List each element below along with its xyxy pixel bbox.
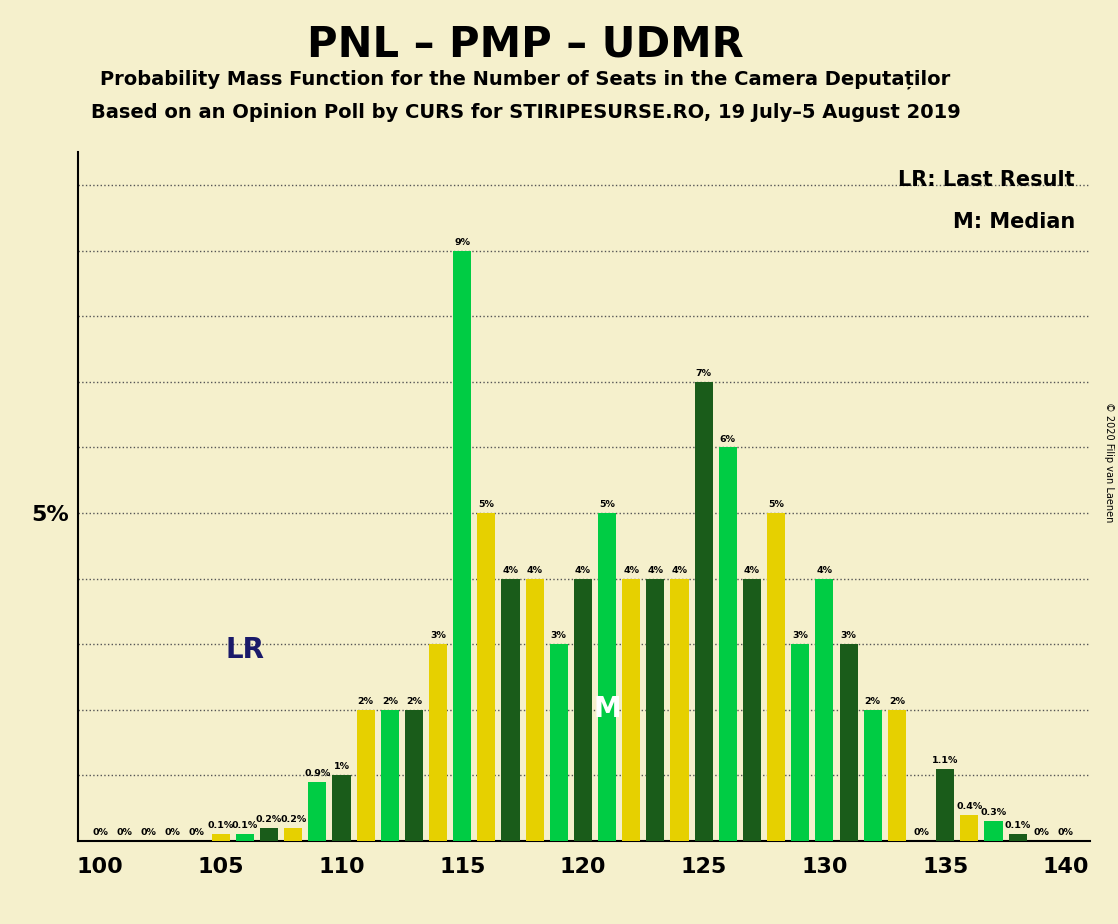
Text: 2%: 2%	[864, 697, 881, 706]
Text: PNL – PMP – UDMR: PNL – PMP – UDMR	[307, 23, 743, 65]
Text: 4%: 4%	[502, 565, 519, 575]
Bar	[792, 644, 809, 841]
Text: 3%: 3%	[551, 631, 567, 640]
Text: 1.1%: 1.1%	[932, 756, 958, 765]
Text: 0.2%: 0.2%	[256, 815, 282, 824]
Bar	[477, 513, 495, 841]
Text: LR: Last Result: LR: Last Result	[898, 170, 1074, 189]
Bar	[840, 644, 858, 841]
Text: 6%: 6%	[720, 434, 736, 444]
Bar	[743, 578, 761, 841]
Bar	[357, 710, 375, 841]
Text: 0.1%: 0.1%	[208, 821, 234, 831]
Bar	[719, 447, 737, 841]
Text: 2%: 2%	[381, 697, 398, 706]
Text: 4%: 4%	[575, 565, 591, 575]
Text: 0%: 0%	[92, 828, 108, 837]
Text: 2%: 2%	[406, 697, 421, 706]
Text: 0.4%: 0.4%	[956, 802, 983, 810]
Bar	[550, 644, 568, 841]
Text: 0%: 0%	[1034, 828, 1050, 837]
Bar	[236, 834, 254, 841]
Bar	[694, 382, 713, 841]
Bar	[429, 644, 447, 841]
Bar	[309, 782, 326, 841]
Text: 3%: 3%	[841, 631, 856, 640]
Text: 0.1%: 0.1%	[231, 821, 258, 831]
Bar	[646, 578, 664, 841]
Text: 0%: 0%	[141, 828, 157, 837]
Text: 0%: 0%	[116, 828, 132, 837]
Bar	[574, 578, 593, 841]
Text: 9%: 9%	[454, 237, 471, 247]
Bar	[525, 578, 543, 841]
Bar	[815, 578, 834, 841]
Text: LR: LR	[225, 636, 264, 663]
Text: 5%: 5%	[768, 500, 784, 509]
Bar	[864, 710, 882, 841]
Text: 0%: 0%	[189, 828, 205, 837]
Text: 4%: 4%	[672, 565, 688, 575]
Text: 0.3%: 0.3%	[980, 808, 1006, 817]
Bar	[623, 578, 641, 841]
Bar	[260, 828, 278, 841]
Text: 2%: 2%	[358, 697, 373, 706]
Text: 4%: 4%	[816, 565, 833, 575]
Bar	[284, 828, 302, 841]
Text: 1%: 1%	[333, 762, 350, 772]
Text: 0%: 0%	[913, 828, 929, 837]
Text: Based on an Opinion Poll by CURS for STIRIPESURSE.RO, 19 July–5 August 2019: Based on an Opinion Poll by CURS for STI…	[91, 103, 960, 123]
Text: 3%: 3%	[793, 631, 808, 640]
Bar	[453, 250, 472, 841]
Text: M: Median: M: Median	[953, 213, 1074, 232]
Bar	[888, 710, 906, 841]
Bar	[502, 578, 520, 841]
Text: 5%: 5%	[479, 500, 494, 509]
Text: 0.1%: 0.1%	[1004, 821, 1031, 831]
Bar	[1008, 834, 1026, 841]
Bar	[960, 815, 978, 841]
Bar	[598, 513, 616, 841]
Bar	[985, 821, 1003, 841]
Bar	[767, 513, 785, 841]
Text: 5%: 5%	[599, 500, 615, 509]
Text: 7%: 7%	[695, 369, 712, 378]
Text: 4%: 4%	[647, 565, 663, 575]
Text: 4%: 4%	[527, 565, 542, 575]
Bar	[671, 578, 689, 841]
Bar	[332, 775, 351, 841]
Text: © 2020 Filip van Laenen: © 2020 Filip van Laenen	[1105, 402, 1114, 522]
Text: 0.2%: 0.2%	[280, 815, 306, 824]
Text: 2%: 2%	[889, 697, 904, 706]
Text: M: M	[594, 695, 620, 723]
Bar	[405, 710, 423, 841]
Bar	[211, 834, 230, 841]
Text: 4%: 4%	[743, 565, 760, 575]
Text: 3%: 3%	[430, 631, 446, 640]
Text: 0%: 0%	[164, 828, 180, 837]
Text: Probability Mass Function for the Number of Seats in the Camera Deputaților: Probability Mass Function for the Number…	[101, 69, 950, 89]
Text: 0%: 0%	[1058, 828, 1074, 837]
Text: 4%: 4%	[623, 565, 639, 575]
Bar	[381, 710, 399, 841]
Text: 0.9%: 0.9%	[304, 769, 331, 778]
Bar	[936, 769, 955, 841]
